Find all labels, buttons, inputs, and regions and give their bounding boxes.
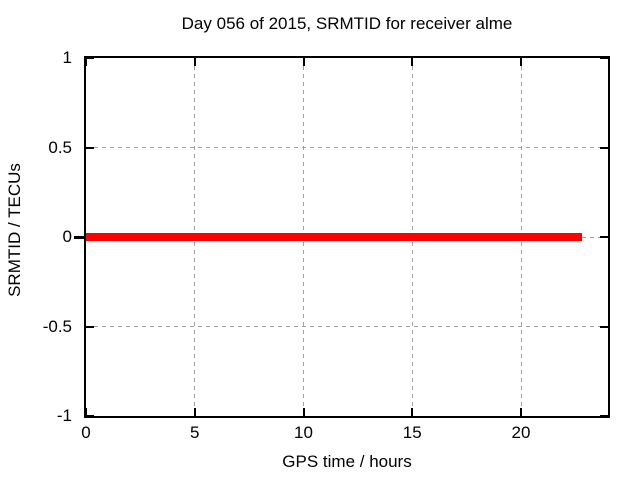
gridline-horizontal: [86, 326, 608, 327]
x-tick-label: 0: [81, 423, 91, 442]
chart-title: Day 056 of 2015, SRMTID for receiver alm…: [181, 14, 513, 33]
y-tick-label: -1: [56, 406, 72, 425]
x-tick-mark-top: [302, 58, 305, 66]
y-tick-mark-right: [600, 146, 608, 149]
x-tick-mark-bottom: [411, 408, 414, 416]
x-tick-mark-bottom: [520, 408, 522, 416]
x-tick-mark-top: [520, 58, 522, 66]
x-tick-label: 20: [511, 423, 531, 442]
series-line-srmtid: [86, 233, 582, 241]
x-tick-mark-top: [411, 58, 414, 66]
x-tick-mark-bottom: [85, 408, 87, 416]
x-tick-mark-top: [193, 58, 196, 66]
x-axis-label: GPS time / hours: [282, 452, 412, 471]
y-tick-mark-right: [600, 415, 608, 417]
x-tick-mark-bottom: [302, 408, 305, 416]
y-tick-mark-right: [600, 325, 608, 328]
x-tick-mark-bottom: [193, 408, 196, 416]
y-tick-label: 0: [62, 227, 72, 246]
x-tick-label: 10: [294, 423, 313, 442]
zero-tick-stub: [74, 235, 84, 239]
gridline-horizontal: [86, 147, 608, 148]
y-tick-mark-left: [86, 146, 94, 149]
plot-area: [84, 56, 610, 418]
y-tick-mark-right: [600, 236, 608, 238]
y-tick-mark-left: [86, 325, 94, 328]
y-tick-mark-right: [600, 57, 608, 59]
y-tick-label: -0.5: [42, 316, 72, 336]
x-tick-label: 5: [190, 423, 200, 442]
y-tick-label: 0.5: [48, 137, 72, 157]
x-tick-mark-top: [85, 58, 87, 66]
y-tick-mark-left: [86, 415, 94, 417]
y-tick-mark-left: [86, 57, 94, 59]
y-tick-label: 1: [62, 48, 72, 67]
x-tick-label: 15: [402, 423, 422, 442]
